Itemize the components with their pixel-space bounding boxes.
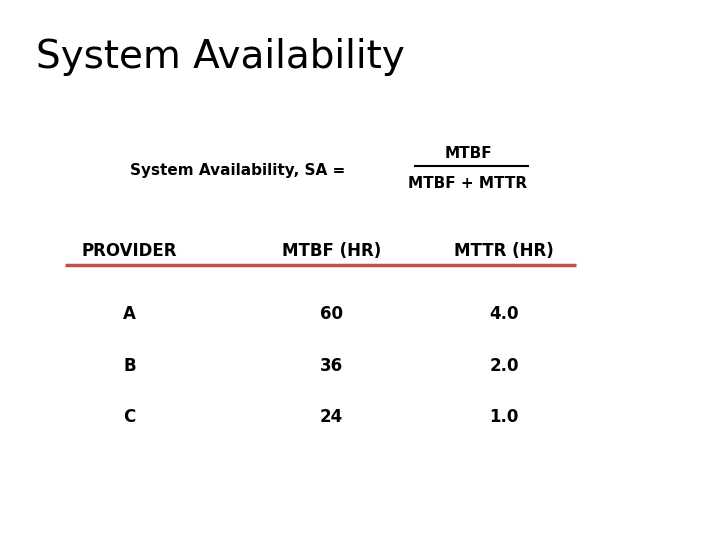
Text: System Availability: System Availability: [36, 38, 405, 76]
Text: 1.0: 1.0: [490, 408, 518, 426]
Text: PROVIDER: PROVIDER: [82, 242, 177, 260]
Text: MTBF (HR): MTBF (HR): [282, 242, 381, 260]
Text: 2.0: 2.0: [490, 356, 518, 375]
Text: System Availability, SA =: System Availability, SA =: [130, 163, 345, 178]
Text: A: A: [123, 305, 136, 323]
Text: 4.0: 4.0: [490, 305, 518, 323]
Text: MTTR (HR): MTTR (HR): [454, 242, 554, 260]
Text: 24: 24: [320, 408, 343, 426]
Text: 36: 36: [320, 356, 343, 375]
Text: MTBF: MTBF: [444, 146, 492, 161]
Text: C: C: [123, 408, 136, 426]
Text: 60: 60: [320, 305, 343, 323]
Text: MTBF + MTTR: MTBF + MTTR: [408, 176, 528, 191]
Text: B: B: [123, 356, 136, 375]
